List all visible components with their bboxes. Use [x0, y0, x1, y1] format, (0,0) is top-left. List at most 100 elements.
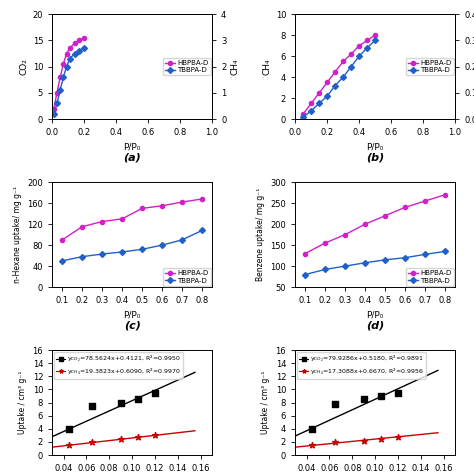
TBBPA-D — [119, 249, 125, 255]
HBPBA-D — [67, 46, 73, 51]
Legend: HBPBA-D, TBBPA-D: HBPBA-D, TBBPA-D — [163, 58, 210, 75]
Point — [377, 392, 384, 400]
TBBPA-D — [301, 114, 306, 120]
HBPBA-D — [64, 51, 69, 56]
Point — [360, 437, 367, 445]
TBBPA-D — [79, 254, 85, 260]
TBBPA-D — [302, 272, 308, 277]
HBPBA-D — [308, 100, 314, 106]
X-axis label: P/P₀: P/P₀ — [123, 310, 141, 319]
TBBPA-D — [51, 111, 56, 117]
HBPBA-D — [301, 111, 306, 117]
Point — [88, 438, 96, 446]
HBPBA-D — [382, 213, 388, 219]
Point — [360, 395, 367, 403]
Point — [65, 441, 73, 449]
X-axis label: P/P₀: P/P₀ — [366, 143, 384, 152]
Point — [309, 441, 316, 449]
Line: HBPBA-D: HBPBA-D — [60, 197, 204, 242]
TBBPA-D — [81, 46, 87, 51]
Point — [134, 433, 142, 440]
HBPBA-D — [57, 74, 63, 80]
TBBPA-D — [402, 255, 408, 261]
Text: (d): (d) — [366, 321, 384, 331]
Point — [331, 438, 339, 446]
HBPBA-D — [302, 251, 308, 256]
Line: TBBPA-D: TBBPA-D — [303, 249, 447, 277]
TBBPA-D — [340, 74, 346, 80]
Y-axis label: CO₂: CO₂ — [19, 58, 28, 75]
HBPBA-D — [322, 240, 328, 246]
Point — [65, 425, 73, 433]
TBBPA-D — [139, 246, 145, 252]
TBBPA-D — [59, 258, 65, 264]
Point — [151, 389, 159, 397]
HBPBA-D — [364, 37, 370, 43]
Point — [394, 433, 402, 440]
HBPBA-D — [61, 61, 66, 67]
HBPBA-D — [332, 69, 338, 75]
HBPBA-D — [51, 106, 56, 111]
HBPBA-D — [342, 232, 348, 237]
HBPBA-D — [81, 35, 87, 41]
TBBPA-D — [57, 88, 63, 93]
HBPBA-D — [59, 237, 65, 243]
TBBPA-D — [332, 83, 338, 89]
Text: (b): (b) — [366, 153, 384, 163]
HBPBA-D — [99, 219, 105, 224]
Text: (c): (c) — [124, 321, 140, 331]
TBBPA-D — [67, 56, 73, 62]
TBBPA-D — [342, 263, 348, 269]
Point — [151, 431, 159, 439]
Legend: HBPBA-D, TBBPA-D: HBPBA-D, TBBPA-D — [406, 268, 454, 286]
Line: HBPBA-D: HBPBA-D — [52, 36, 86, 111]
HBPBA-D — [442, 192, 448, 198]
Legend: y$_{CO_2}$=78.5624x+0.4121, R²=0.9950, y$_{CH_4}$=19.3823x+0.6090, R²=0.9970: y$_{CO_2}$=78.5624x+0.4121, R²=0.9950, y… — [54, 352, 183, 379]
TBBPA-D — [72, 51, 77, 56]
HBPBA-D — [340, 59, 346, 64]
Point — [331, 400, 339, 408]
TBBPA-D — [308, 108, 314, 114]
Legend: HBPBA-D, TBBPA-D: HBPBA-D, TBBPA-D — [163, 268, 210, 286]
TBBPA-D — [382, 257, 388, 263]
Point — [117, 435, 125, 442]
HBPBA-D — [72, 40, 77, 46]
TBBPA-D — [364, 45, 370, 51]
TBBPA-D — [362, 260, 368, 265]
HBPBA-D — [356, 43, 362, 48]
Legend: HBPBA-D, TBBPA-D: HBPBA-D, TBBPA-D — [406, 58, 454, 75]
Legend: y$_{CO_2}$=79.9286x+0.5180, R²=0.9891, y$_{CH_4}$=17.3088x+0.6670, R²=0.9956: y$_{CO_2}$=79.9286x+0.5180, R²=0.9891, y… — [297, 352, 426, 379]
HBPBA-D — [422, 198, 428, 204]
TBBPA-D — [179, 237, 185, 243]
HBPBA-D — [54, 90, 60, 96]
Line: HBPBA-D: HBPBA-D — [301, 33, 377, 116]
TBBPA-D — [348, 64, 354, 70]
TBBPA-D — [61, 74, 66, 80]
Point — [117, 399, 125, 406]
HBPBA-D — [362, 221, 368, 227]
HBPBA-D — [348, 51, 354, 57]
HBPBA-D — [372, 32, 378, 38]
X-axis label: P/P₀: P/P₀ — [123, 143, 141, 152]
TBBPA-D — [54, 100, 60, 106]
HBPBA-D — [316, 90, 322, 96]
Line: TBBPA-D: TBBPA-D — [301, 38, 377, 119]
Y-axis label: Uptake / cm³ g⁻¹: Uptake / cm³ g⁻¹ — [261, 371, 270, 434]
TBBPA-D — [322, 267, 328, 273]
Point — [88, 402, 96, 410]
TBBPA-D — [372, 37, 378, 43]
Point — [309, 425, 316, 433]
TBBPA-D — [356, 54, 362, 59]
HBPBA-D — [402, 204, 408, 210]
Line: TBBPA-D: TBBPA-D — [52, 46, 86, 116]
HBPBA-D — [179, 199, 185, 205]
X-axis label: P/P₀: P/P₀ — [366, 310, 384, 319]
TBBPA-D — [199, 228, 205, 233]
Text: (a): (a) — [123, 153, 141, 163]
TBBPA-D — [324, 93, 330, 99]
TBBPA-D — [422, 252, 428, 257]
HBPBA-D — [76, 37, 82, 43]
TBBPA-D — [76, 48, 82, 54]
TBBPA-D — [64, 64, 69, 70]
Point — [394, 389, 402, 397]
